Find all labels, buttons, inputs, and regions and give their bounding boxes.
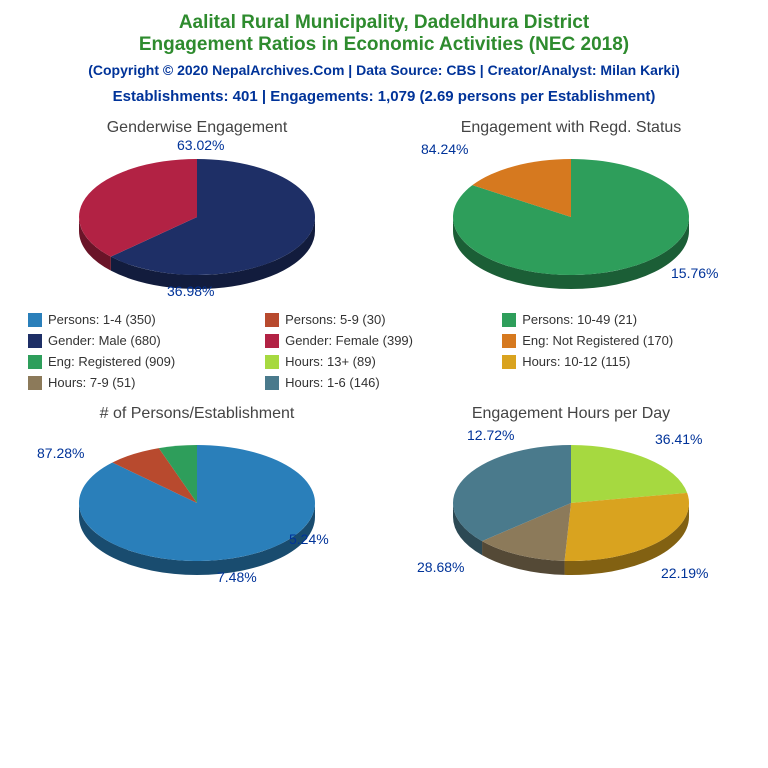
header: Aalital Rural Municipality, Dadeldhura D… (0, 0, 768, 111)
chart-row-top: Genderwise Engagement 63.02% 36.98% Engag… (0, 111, 768, 299)
legend: Persons: 1-4 (350) Persons: 5-9 (30) Perso… (0, 299, 768, 397)
legend-item: Gender: Male (680) (28, 330, 265, 351)
pie-label: 87.28% (37, 445, 84, 461)
legend-text: Gender: Female (399) (285, 333, 413, 348)
chart-title-regd: Engagement with Regd. Status (391, 119, 751, 137)
legend-text: Persons: 1-4 (350) (48, 312, 156, 327)
legend-text: Hours: 7-9 (51) (48, 375, 135, 390)
legend-text: Eng: Not Registered (170) (522, 333, 673, 348)
pie-slice (571, 445, 687, 503)
pie-label: 84.24% (421, 141, 468, 157)
pie-label: 5.24% (289, 531, 329, 547)
legend-swatch (265, 355, 279, 369)
pie-gender: 63.02% 36.98% (37, 139, 357, 299)
legend-item: Hours: 10-12 (115) (502, 351, 739, 372)
pie-label: 36.41% (655, 431, 702, 447)
legend-swatch (265, 313, 279, 327)
chart-regd: Engagement with Regd. Status 84.24% 15.76… (391, 119, 751, 299)
legend-swatch (502, 355, 516, 369)
legend-item: Persons: 5-9 (30) (265, 309, 502, 330)
legend-swatch (502, 313, 516, 327)
pie-label: 28.68% (417, 559, 464, 575)
legend-swatch (28, 376, 42, 390)
legend-item: Eng: Not Registered (170) (502, 330, 739, 351)
legend-text: Hours: 13+ (89) (285, 354, 376, 369)
legend-swatch (265, 376, 279, 390)
pie-regd: 84.24% 15.76% (411, 139, 731, 299)
legend-swatch (265, 334, 279, 348)
chart-persons: # of Persons/Establishment 87.28% 7.48% 5.… (17, 405, 377, 585)
legend-item: Hours: 13+ (89) (265, 351, 502, 372)
pie-label: 63.02% (177, 137, 224, 153)
legend-item: Persons: 1-4 (350) (28, 309, 265, 330)
chart-title-persons: # of Persons/Establishment (17, 405, 377, 423)
copyright-line: (Copyright © 2020 NepalArchives.Com | Da… (10, 62, 758, 78)
pie-label: 22.19% (661, 565, 708, 581)
chart-title-gender: Genderwise Engagement (17, 119, 377, 137)
legend-item: Hours: 1-6 (146) (265, 372, 502, 393)
stats-line: Establishments: 401 | Engagements: 1,079… (10, 88, 758, 105)
pie-label: 12.72% (467, 427, 514, 443)
legend-text: Eng: Registered (909) (48, 354, 175, 369)
legend-text: Persons: 10-49 (21) (522, 312, 637, 327)
pie-hours: 22.19% 28.68% 12.72% 36.41% (411, 425, 731, 585)
legend-item: Persons: 10-49 (21) (502, 309, 739, 330)
legend-item: Gender: Female (399) (265, 330, 502, 351)
title-line2: Engagement Ratios in Economic Activities… (10, 34, 758, 56)
pie-label: 7.48% (217, 569, 257, 585)
legend-item: Eng: Registered (909) (28, 351, 265, 372)
pie-slice (565, 493, 689, 561)
legend-swatch (28, 313, 42, 327)
legend-text: Hours: 1-6 (146) (285, 375, 380, 390)
legend-item: Hours: 7-9 (51) (28, 372, 265, 393)
legend-text: Persons: 5-9 (30) (285, 312, 385, 327)
chart-hours: Engagement Hours per Day 22.19% 28.68% 12.… (391, 405, 751, 585)
legend-swatch (28, 355, 42, 369)
legend-swatch (28, 334, 42, 348)
chart-row-bottom: # of Persons/Establishment 87.28% 7.48% 5.… (0, 397, 768, 585)
legend-swatch (502, 334, 516, 348)
pie-svg (37, 139, 357, 299)
chart-gender: Genderwise Engagement 63.02% 36.98% (17, 119, 377, 299)
chart-title-hours: Engagement Hours per Day (391, 405, 751, 423)
pie-label: 36.98% (167, 283, 214, 299)
pie-svg (37, 425, 357, 585)
title-line1: Aalital Rural Municipality, Dadeldhura D… (10, 12, 758, 34)
pie-label: 15.76% (671, 265, 718, 281)
pie-persons: 87.28% 7.48% 5.24% (37, 425, 357, 585)
legend-text: Gender: Male (680) (48, 333, 161, 348)
legend-text: Hours: 10-12 (115) (522, 354, 630, 369)
